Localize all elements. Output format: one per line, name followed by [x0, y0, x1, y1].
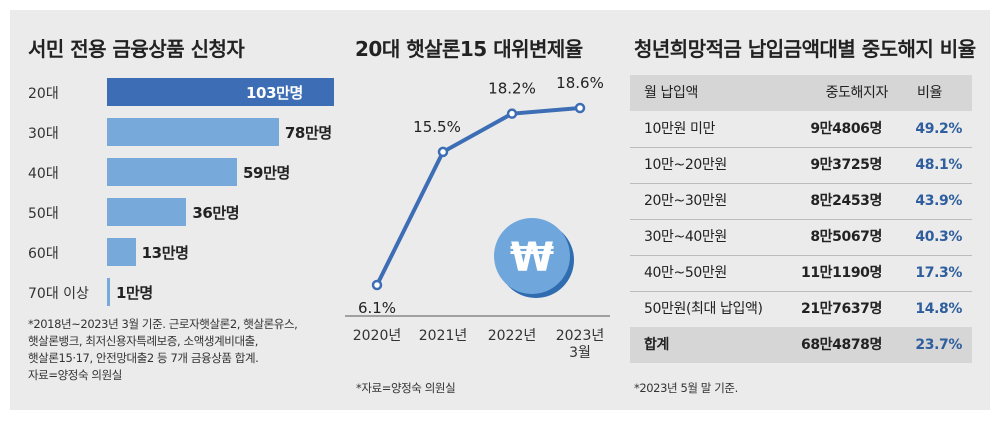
bar-value-label: 1만명: [116, 284, 153, 302]
data-label: 6.1%: [358, 299, 396, 317]
x-tick-label: 2020년: [353, 328, 402, 344]
panel2-title: 20대 햇살론15 대위변제율: [355, 37, 583, 61]
row-terminated: 21만7637명: [800, 301, 882, 317]
age-label: 40대: [28, 166, 59, 182]
bar: [107, 198, 187, 226]
series-line: [375, 106, 581, 286]
row-ratio: 17.3%: [915, 265, 962, 281]
row-ratio: 40.3%: [915, 229, 962, 245]
row-payment: 40만~50만원: [644, 265, 727, 281]
row-payment: 50만원(최대 납입액): [644, 301, 763, 317]
table-row: 10만~20만원 9만3725명 48.1%: [630, 147, 972, 183]
panel3-note: *2023년 5월 말 기준.: [634, 381, 738, 395]
data-point: [574, 102, 586, 114]
row-terminated: 9만3725명: [810, 157, 882, 173]
data-point: [506, 108, 518, 119]
age-label: 20대: [28, 86, 59, 102]
table-row: 20만~30만원 8만2453명 43.9%: [630, 183, 972, 219]
age-label: 60대: [28, 246, 59, 262]
data-point: [437, 146, 449, 158]
bar: [107, 238, 136, 266]
row-payment: 10만~20만원: [644, 157, 727, 173]
row-terminated: 11만1190명: [800, 265, 882, 281]
won-coin-icon: [494, 218, 570, 294]
age-label: 70대 이상: [28, 286, 89, 302]
row-divider: [630, 219, 972, 220]
row-payment: 10만원 미만: [644, 121, 715, 137]
total-label: 합계: [644, 337, 669, 353]
data-label: 15.5%: [413, 118, 461, 136]
bar: [107, 118, 279, 146]
x-tick-label: 2022년: [488, 328, 537, 344]
x-tick-label: 2021년: [419, 328, 468, 344]
row-divider: [630, 255, 972, 256]
bar-value-label: 103만명: [246, 84, 303, 102]
row-ratio: 49.2%: [915, 121, 962, 137]
default-rate-line-chart: ₩ 6.1% 2020년 15.5% 2021년 18.2% 2022년 18.6% 2023…: [345, 74, 610, 361]
row-divider: [630, 291, 972, 292]
won-symbol: ₩: [510, 235, 554, 281]
bar-value-label: 13만명: [141, 244, 189, 262]
panel3-title: 청년희망적금 납입금액대별 중도해지 비율: [634, 37, 976, 61]
bar-value-label: 78만명: [284, 124, 332, 142]
table-header: 월 납입액 중도해지자 비율: [630, 75, 972, 111]
total-terminated: 68만4878명: [800, 337, 882, 353]
bar-value-label: 36만명: [192, 204, 240, 222]
row-ratio: 14.8%: [915, 301, 962, 317]
row-divider: [630, 183, 972, 184]
row-ratio: 48.1%: [915, 157, 962, 173]
panel1-note-line: 햇살론뱅크, 최저신용자특례보증, 소액생계비대출,: [28, 334, 259, 348]
table-total-row: 합계 68만4878명 23.7%: [630, 327, 972, 363]
row-payment: 20만~30만원: [644, 193, 727, 209]
data-label: 18.2%: [488, 80, 536, 98]
row-terminated: 8만2453명: [810, 193, 882, 209]
total-ratio: 23.7%: [915, 337, 962, 353]
bar: [107, 78, 334, 106]
panel1-note-line: 자료=양정숙 의원실: [28, 368, 122, 382]
row-terminated: 8만5067명: [810, 229, 882, 245]
age-label: 50대: [28, 206, 59, 222]
panel1-note-line: 햇살론15·17, 안전망대출2 등 7개 금융상품 합계.: [28, 351, 259, 365]
panel1-title: 서민 전용 금융상품 신청자: [28, 37, 245, 61]
age-label: 30대: [28, 126, 59, 142]
bar: [107, 158, 238, 186]
x-tick-label: 2023년: [556, 328, 605, 344]
panel2-note: *자료=양정숙 의원실: [356, 381, 456, 395]
header-payment: 월 납입액: [644, 85, 698, 101]
row-ratio: 43.9%: [915, 193, 962, 209]
bar: [107, 278, 110, 306]
row-terminated: 9만4806명: [810, 121, 882, 137]
row-divider: [630, 147, 972, 148]
panel1-note-line: *2018년~2023년 3월 기준. 근로자햇살론2, 햇살론유스,: [28, 317, 298, 331]
panel1-notes: *2018년~2023년 3월 기준. 근로자햇살론2, 햇살론유스, 햇살론뱅…: [28, 316, 298, 384]
table-row: 30만~40만원 8만5067명 40.3%: [630, 219, 972, 255]
bar-value-label: 59만명: [243, 164, 290, 182]
header-terminated: 중도해지자: [825, 85, 889, 101]
table-row: 10만원 미만 9만4806명 49.2%: [630, 111, 972, 147]
header-ratio: 비율: [917, 85, 942, 101]
row-payment: 30만~40만원: [644, 229, 727, 245]
x-tick-label: 3월: [569, 345, 591, 361]
table-row: 40만~50만원 11만1190명 17.3%: [630, 255, 972, 291]
data-label: 18.6%: [556, 74, 604, 92]
table-row: 50만원(최대 납입액) 21만7637명 14.8%: [630, 291, 972, 327]
data-point: [371, 279, 383, 291]
